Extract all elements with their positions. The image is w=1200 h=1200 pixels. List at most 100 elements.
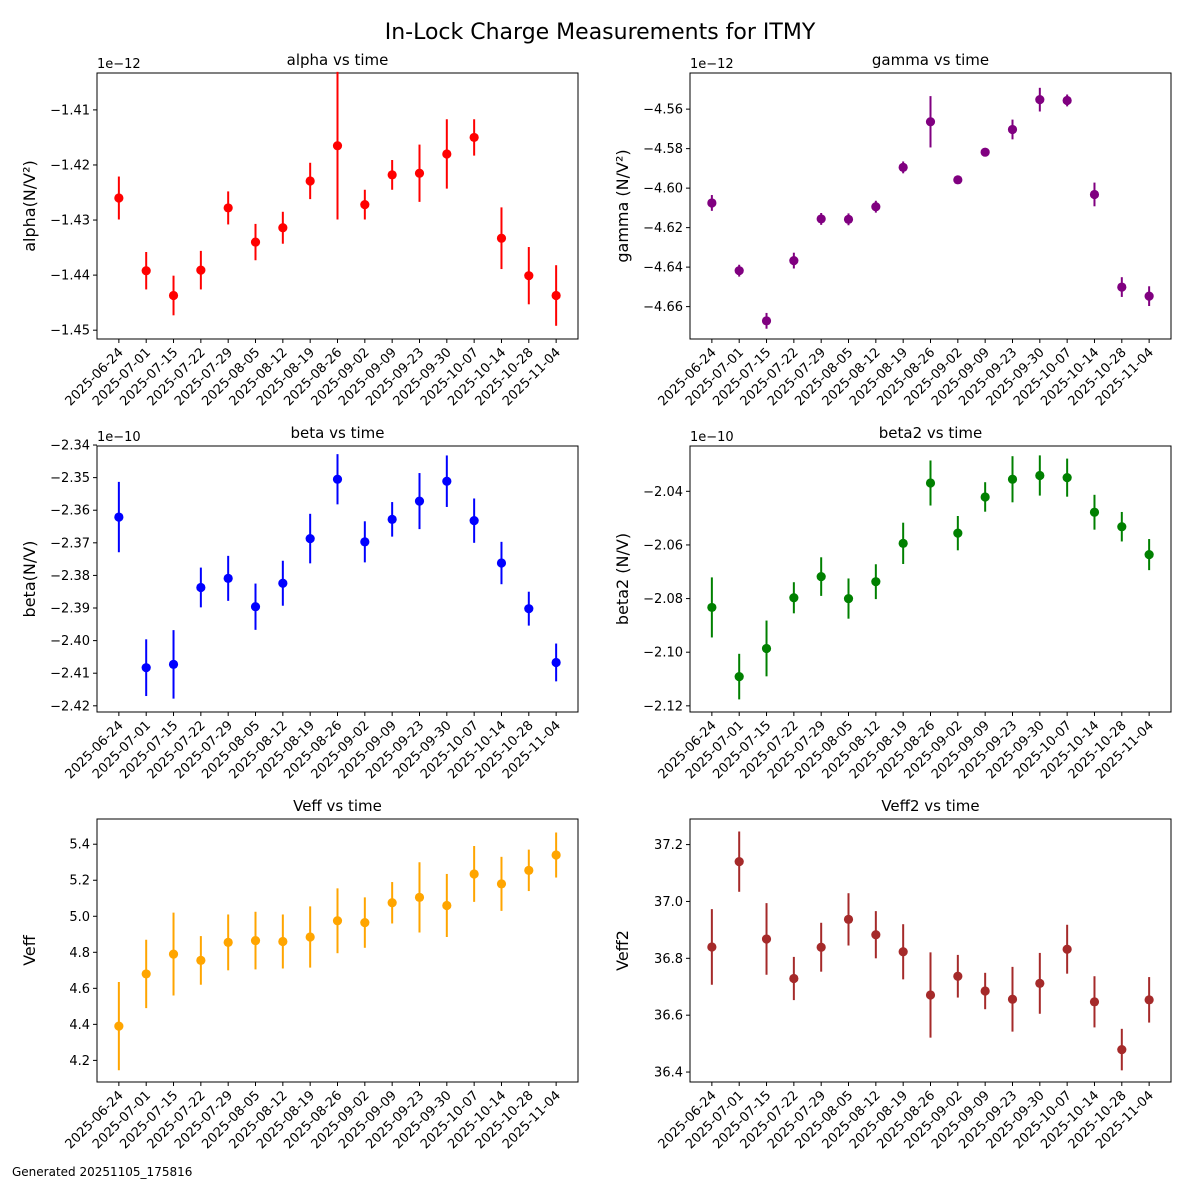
data-point [1117, 282, 1127, 292]
subplot-3: beta2 vs time 1e−10 beta2 (N/V) −2.12 −2.10 −… [613, 424, 1172, 782]
data-point [980, 986, 990, 996]
data-point [925, 990, 936, 1000]
data-point [196, 955, 206, 966]
data-point [250, 602, 261, 612]
data-point [707, 198, 717, 208]
axes-frame [689, 818, 1172, 1083]
data-point [551, 290, 561, 301]
data-point [524, 271, 534, 281]
data-point [414, 168, 425, 178]
data-point [332, 141, 343, 151]
y-tick-label: −2.35 [50, 471, 90, 486]
y-tick-label: 36.8 [654, 952, 683, 967]
data-point [551, 850, 561, 860]
data-point [196, 582, 206, 593]
y-tick-label: −2.36 [50, 504, 90, 519]
y-tick-label: −2.06 [643, 538, 683, 553]
data-point [925, 117, 936, 127]
data-point [1062, 944, 1072, 954]
y-axis-label: beta(N/V) [20, 541, 39, 618]
data-point [707, 602, 717, 613]
data-point [114, 1021, 124, 1031]
data-point [168, 659, 179, 670]
data-point [1035, 470, 1045, 481]
data-point [843, 214, 854, 224]
y-tick-label: −4.66 [643, 300, 683, 315]
subplot-title: beta2 vs time [879, 424, 982, 442]
data-point [414, 496, 425, 506]
y-tick-label: −2.04 [643, 485, 683, 500]
y-tick-label: 5.2 [69, 874, 90, 889]
data-point [278, 223, 288, 233]
data-point [278, 578, 288, 588]
data-point [114, 512, 124, 522]
data-point [980, 492, 990, 502]
data-point [305, 176, 315, 186]
data-point [789, 593, 799, 603]
data-point [442, 900, 452, 911]
y-axis-label: Veff2 [613, 930, 632, 971]
y-axis-label: alpha(N/V²) [20, 160, 39, 252]
data-point [980, 147, 990, 157]
data-point [707, 942, 717, 952]
y-tick-label: −2.08 [643, 592, 683, 607]
data-point [442, 149, 452, 159]
y-tick-label: 4.4 [69, 1018, 90, 1033]
data-point [1144, 291, 1154, 301]
data-point [305, 533, 315, 544]
data-point [1089, 189, 1100, 200]
y-tick-label: −1.43 [50, 214, 90, 229]
subplot-1: gamma vs time 1e−12 gamma (N/V²) −4.66 −4.64… [613, 51, 1172, 409]
data-point [332, 474, 343, 484]
y-tick-label: −4.58 [643, 142, 683, 157]
data-point [360, 917, 370, 928]
data-point [278, 936, 288, 947]
axis-offset-label: 1e−10 [690, 430, 734, 445]
data-point [734, 857, 744, 867]
data-point [223, 573, 233, 583]
y-tick-label: −2.34 [50, 439, 90, 454]
axis-offset-label: 1e−12 [690, 57, 734, 72]
y-tick-label: 36.4 [654, 1066, 683, 1081]
data-point [1062, 473, 1072, 483]
data-point [953, 971, 963, 981]
data-point [789, 256, 799, 266]
subplot-title: beta vs time [291, 424, 385, 442]
data-point [1062, 95, 1072, 106]
y-axis-label: beta2 (N/V) [613, 533, 632, 625]
data-point [551, 657, 561, 668]
data-point [496, 879, 507, 889]
data-point [469, 132, 479, 143]
data-point [898, 162, 908, 172]
data-point [387, 514, 397, 524]
data-point [387, 170, 397, 180]
data-point [1007, 474, 1018, 484]
y-tick-label: 37.2 [654, 838, 683, 853]
data-point [789, 973, 799, 984]
y-tick-label: −2.39 [50, 602, 90, 617]
y-tick-label: 5.0 [69, 910, 90, 925]
data-point [1007, 124, 1018, 135]
figure-title: In-Lock Charge Measurements for ITMY [384, 20, 816, 45]
y-tick-label: −2.12 [643, 699, 683, 714]
axis-offset-label: 1e−10 [97, 430, 141, 445]
generated-footer: Generated 20251105_175816 [12, 1165, 193, 1179]
y-axis-label: gamma (N/V²) [613, 149, 632, 262]
data-point [442, 476, 452, 486]
data-point [141, 663, 151, 673]
data-point [871, 577, 881, 587]
data-point [1035, 95, 1045, 105]
y-axis-label: Veff [20, 934, 39, 966]
subplot-title: alpha vs time [287, 51, 389, 69]
data-point [1117, 522, 1127, 532]
y-tick-label: −2.42 [50, 699, 90, 714]
y-tick-label: 4.2 [69, 1054, 90, 1069]
y-tick-label: 36.6 [654, 1009, 683, 1024]
data-point [953, 175, 963, 185]
data-point [816, 571, 826, 582]
data-point [360, 200, 370, 210]
y-tick-label: 4.8 [69, 946, 90, 961]
y-tick-label: 37.0 [654, 895, 683, 910]
subplot-5: Veff2 vs timeVeff236.436.636.837.037.220… [613, 797, 1172, 1152]
